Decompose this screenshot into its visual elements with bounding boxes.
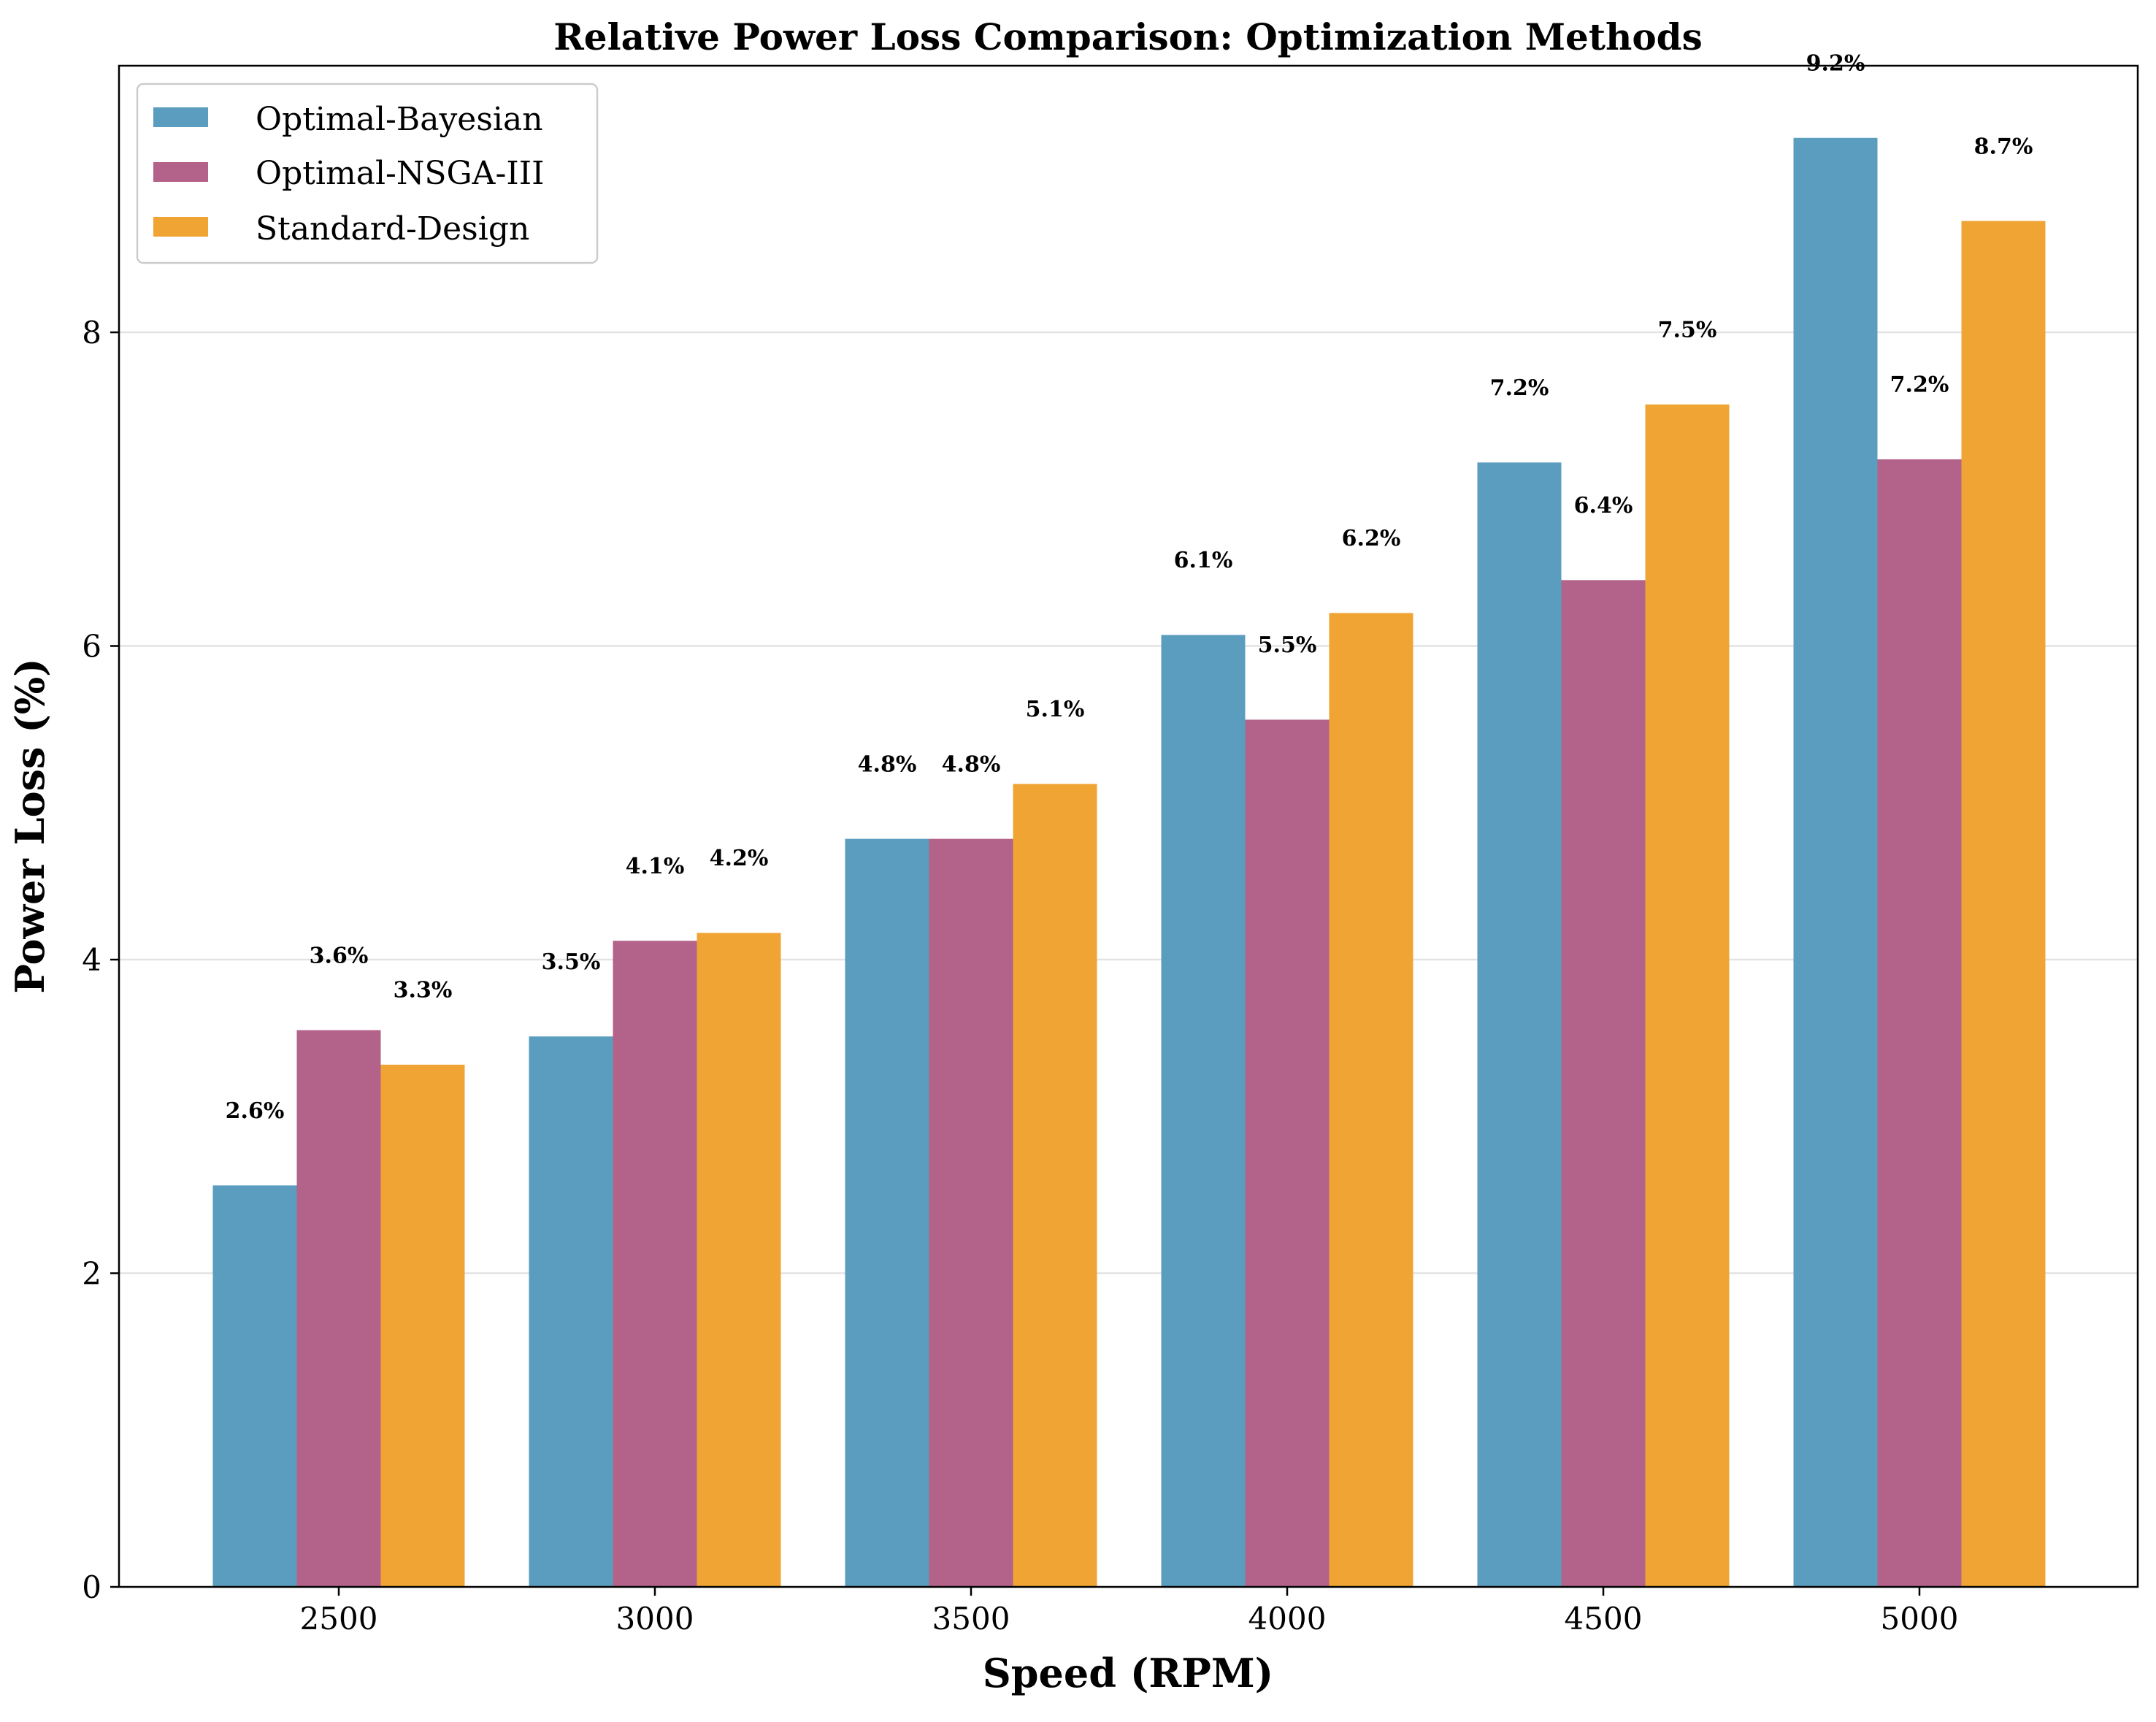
bar — [380, 1064, 465, 1587]
y-tick-label: 0 — [82, 1569, 101, 1605]
legend-swatch-bayesian — [153, 107, 208, 127]
x-tick-label: 3500 — [932, 1601, 1010, 1637]
bar — [929, 838, 1013, 1587]
bars — [212, 137, 2046, 1588]
value-label: 3.5% — [542, 949, 601, 975]
value-label: 6.2% — [1342, 526, 1401, 551]
x-tick-label: 3000 — [616, 1601, 694, 1637]
bar — [697, 933, 781, 1587]
value-label: 2.6% — [226, 1098, 285, 1124]
y-axis-label: Power Loss (%) — [7, 658, 53, 993]
y-tick-label: 4 — [82, 942, 101, 978]
bar — [1013, 784, 1097, 1587]
value-label: 7.5% — [1658, 318, 1717, 343]
bar — [613, 941, 697, 1587]
x-tick-label: 5000 — [1881, 1601, 1959, 1637]
legend: Optimal-Bayesian Optimal-NSGA-III Standa… — [136, 83, 599, 264]
bar — [1161, 635, 1246, 1587]
value-label: 4.8% — [858, 751, 917, 777]
bar — [1877, 459, 1962, 1587]
legend-label-standard: Standard-Design — [256, 210, 529, 248]
legend-swatch-nsga — [153, 162, 208, 182]
bar — [1245, 719, 1330, 1587]
value-label: 7.2% — [1890, 372, 1949, 398]
value-label: 3.6% — [310, 943, 369, 968]
bar — [1961, 221, 2046, 1587]
value-label: 8.7% — [1974, 134, 2033, 159]
value-label: 6.1% — [1174, 548, 1233, 573]
plot-frame — [118, 64, 2139, 1588]
x-tick-label: 2500 — [300, 1601, 378, 1637]
y-tick-label: 2 — [82, 1256, 101, 1292]
bar — [212, 1185, 297, 1587]
legend-swatch-standard — [153, 217, 208, 237]
legend-frame — [136, 83, 599, 264]
y-tick-label: 6 — [82, 629, 101, 665]
value-label: 7.2% — [1490, 375, 1549, 401]
legend-label-nsga: Optimal-NSGA-III — [256, 155, 544, 192]
value-labels: 2.6% 3.6% 3.3% 3.5% 4.1% 4.2% 4.8% 4.8% 5.1% 6.1%… — [226, 50, 2033, 1123]
bar — [529, 1036, 613, 1587]
value-label: 4.1% — [626, 854, 685, 879]
value-label: 4.2% — [710, 846, 769, 871]
value-label: 3.3% — [394, 978, 453, 1003]
value-label: 4.8% — [942, 751, 1001, 777]
legend-label-bayesian: Optimal-Bayesian — [256, 101, 543, 138]
bar — [1645, 404, 1730, 1588]
bar — [1561, 580, 1646, 1587]
bar — [845, 838, 929, 1587]
value-label: 5.5% — [1258, 632, 1317, 658]
x-axis-label: Speed (RPM) — [983, 1650, 1273, 1696]
bar — [1793, 137, 1878, 1587]
bar — [1477, 462, 1562, 1588]
bar — [1329, 613, 1413, 1588]
axes: 0 2 4 6 8 2500 3000 3500 4000 4500 5000 — [82, 315, 1958, 1637]
x-tick-label: 4000 — [1248, 1601, 1327, 1637]
value-label: 9.2% — [1806, 50, 1865, 76]
y-tick-label: 8 — [82, 315, 101, 351]
x-tick-label: 4500 — [1565, 1601, 1643, 1637]
chart-title: Relative Power Loss Comparison: Optimiza… — [553, 15, 1703, 58]
value-label: 5.1% — [1026, 697, 1085, 722]
value-label: 6.4% — [1574, 493, 1633, 518]
bar — [296, 1030, 381, 1587]
